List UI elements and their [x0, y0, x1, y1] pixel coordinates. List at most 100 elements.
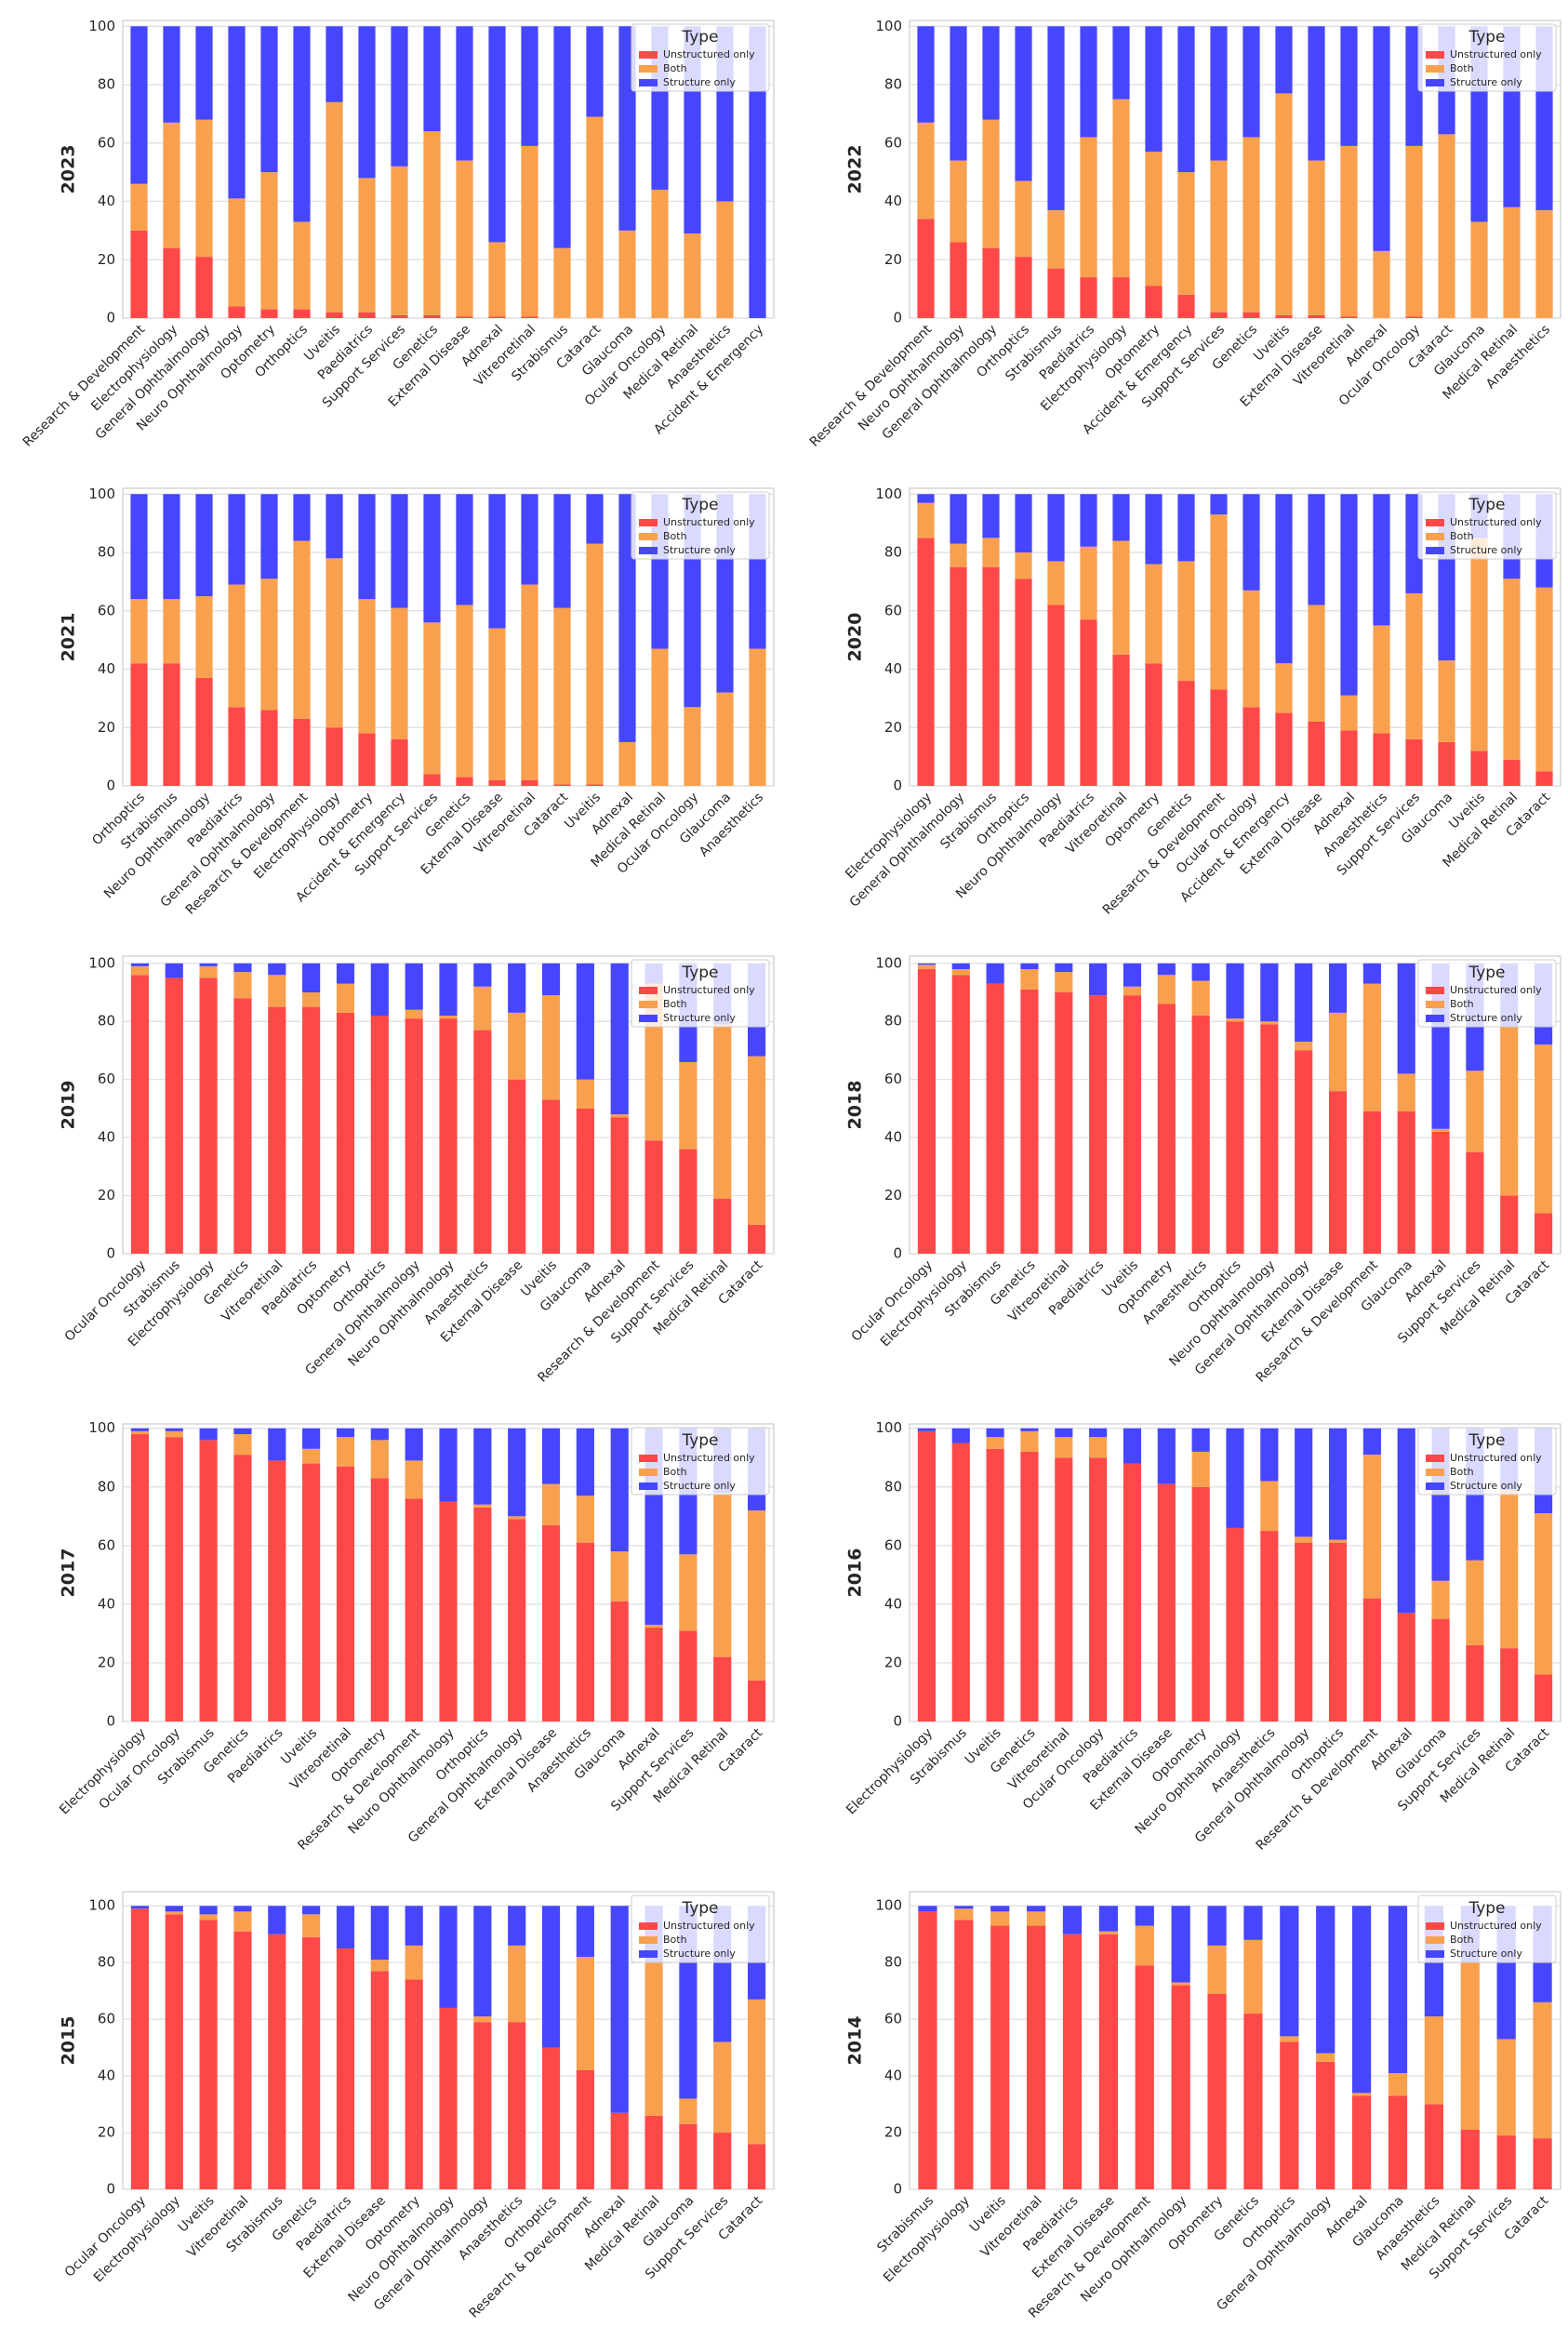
- bar-segment: [1470, 538, 1488, 751]
- bar-segment: [576, 1957, 594, 2070]
- y-tick-label: 20: [98, 2124, 115, 2141]
- bar-segment: [1157, 963, 1176, 976]
- bar-segment: [293, 309, 311, 318]
- bar-segment: [1191, 1486, 1210, 1722]
- bar-segment: [1226, 1527, 1244, 1722]
- bar-segment: [268, 1006, 286, 1254]
- bar-segment: [358, 26, 376, 179]
- bar-segment: [679, 1554, 698, 1631]
- legend-label: Both: [663, 1934, 687, 1946]
- bar-segment: [1089, 995, 1108, 1254]
- bar-segment: [1533, 2001, 1552, 2139]
- bar-segment: [1112, 99, 1130, 278]
- bar-segment: [1373, 26, 1390, 251]
- y-tick-label: 40: [98, 2067, 115, 2084]
- bar-segment: [302, 1906, 321, 1915]
- y-tick-label: 80: [884, 76, 902, 93]
- bar-segment: [195, 257, 213, 318]
- bar-segment: [1020, 1428, 1039, 1431]
- bar-segment: [1020, 1451, 1039, 1722]
- bar-segment: [1328, 1091, 1348, 1254]
- bar-segment: [1280, 2041, 1299, 2189]
- bar-segment: [618, 741, 636, 786]
- legend-title: Type: [1468, 1899, 1505, 1918]
- bar-segment: [336, 1012, 355, 1254]
- bar-segment: [1405, 592, 1423, 739]
- bar-segment: [610, 2112, 629, 2189]
- bar-segment: [1503, 759, 1521, 786]
- bar-segment: [1308, 26, 1325, 161]
- bar-segment: [358, 312, 376, 318]
- y-tick-label: 0: [893, 778, 902, 794]
- legend-label: Unstructured only: [663, 48, 755, 60]
- bar-segment: [423, 26, 441, 132]
- bar-segment: [260, 578, 278, 711]
- legend-label: Unstructured only: [663, 984, 755, 996]
- legend-swatch: [639, 1482, 658, 1490]
- y-tick-label: 60: [98, 602, 115, 618]
- legend-title: Type: [681, 964, 718, 982]
- bar-segment: [1397, 1073, 1415, 1112]
- bar-segment: [391, 494, 408, 608]
- bar-segment: [199, 1428, 218, 1441]
- bar-segment: [439, 1428, 458, 1502]
- bar-segment: [541, 963, 561, 996]
- bar-segment: [1438, 741, 1455, 786]
- legend-swatch: [1426, 79, 1444, 86]
- x-tick-label: Research & Development: [807, 322, 936, 450]
- bar-segment: [1112, 494, 1130, 541]
- bar-segment: [553, 607, 571, 785]
- bar-segment: [918, 1911, 937, 2189]
- bar-segment: [165, 977, 183, 1254]
- bar-segment: [1280, 1906, 1299, 2037]
- bar-segment: [165, 1428, 183, 1431]
- bar-segment: [1062, 1934, 1083, 2189]
- bar-segment: [1340, 316, 1358, 318]
- bar-segment: [1015, 26, 1032, 181]
- bar-segment: [488, 316, 506, 318]
- bar-segment: [1177, 561, 1195, 682]
- bar-segment: [1112, 540, 1130, 655]
- bar-segment: [1027, 1925, 1046, 2189]
- bar-segment: [679, 2123, 698, 2189]
- bar-segment: [326, 558, 343, 728]
- bar-segment: [1135, 1925, 1154, 1966]
- bar-segment: [1340, 145, 1358, 317]
- bar-segment: [1191, 1016, 1210, 1254]
- bar-segment: [391, 314, 408, 318]
- legend-label: Both: [1450, 62, 1474, 74]
- bar-segment: [508, 1516, 526, 1520]
- y-tick-label: 0: [106, 1245, 115, 1262]
- bar-segment: [302, 1936, 321, 2189]
- bar-segment: [1020, 969, 1039, 990]
- bar-segment: [228, 198, 246, 307]
- bar-segment: [1055, 1428, 1073, 1438]
- bar-segment: [1015, 180, 1032, 258]
- bar-segment: [130, 1434, 149, 1722]
- bar-segment: [576, 1108, 594, 1254]
- bar-segment: [1015, 257, 1032, 318]
- chart: 0204060801002017ElectrophysiologyOcular …: [57, 1419, 775, 1854]
- bar-segment: [1157, 1428, 1176, 1484]
- bar-segment: [713, 1656, 732, 1722]
- bar-segment: [391, 738, 408, 786]
- bar-segment: [954, 1908, 974, 1921]
- legend-swatch: [639, 1922, 658, 1930]
- bar-segment: [199, 1920, 218, 2189]
- bar-segment: [1047, 605, 1065, 786]
- bar-segment: [1275, 314, 1293, 318]
- bar-segment: [1260, 1024, 1279, 1254]
- bar-segment: [1177, 26, 1195, 173]
- bar-segment: [233, 1931, 252, 2189]
- bar-segment: [233, 963, 252, 973]
- bar-segment: [370, 963, 389, 1016]
- bar-segment: [293, 26, 311, 222]
- bar-segment: [1328, 1539, 1348, 1543]
- bar-segment: [986, 1428, 1004, 1438]
- bar-segment: [917, 1428, 936, 1431]
- bar-segment: [1080, 619, 1097, 786]
- bar-segment: [1328, 1542, 1348, 1722]
- bar-segment: [1295, 1050, 1313, 1254]
